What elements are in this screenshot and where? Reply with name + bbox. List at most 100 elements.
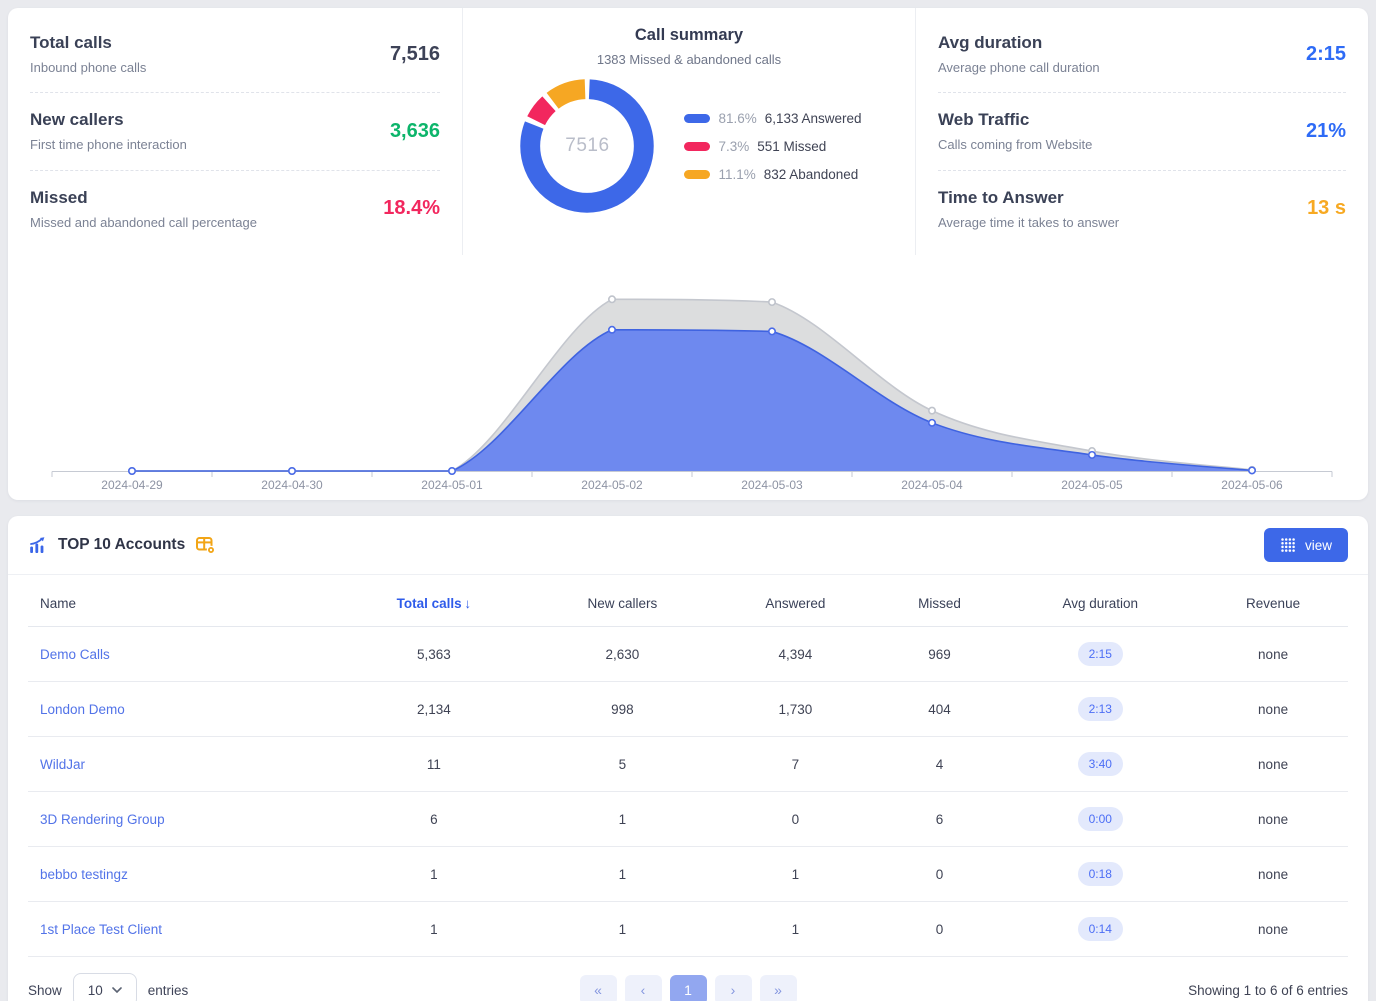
- stats-row: Total callsInbound phone calls7,516New c…: [8, 8, 1368, 255]
- call-summary-subtitle: 1383 Missed & abandoned calls: [463, 52, 915, 67]
- x-axis-label: 2024-05-05: [1061, 478, 1123, 492]
- cell-total-calls: 11: [337, 737, 530, 792]
- x-axis-label: 2024-05-04: [901, 478, 963, 492]
- cell-revenue: none: [1198, 792, 1348, 847]
- chevron-down-icon: [112, 987, 122, 993]
- stat-new-callers: New callersFirst time phone interaction3…: [30, 93, 440, 170]
- view-button[interactable]: view: [1264, 528, 1348, 562]
- page-size-control: Show 10 entries: [28, 973, 580, 1001]
- stat-web-traffic: Web TrafficCalls coming from Website21%: [938, 93, 1346, 170]
- stat-missed: MissedMissed and abandoned call percenta…: [30, 171, 440, 247]
- stat-title: Web Traffic: [938, 110, 1092, 130]
- column-header-revenue[interactable]: Revenue: [1198, 581, 1348, 627]
- donut-chart: 7516: [516, 75, 658, 217]
- cell-name: bebbo testingz: [28, 847, 337, 902]
- cell-avg-duration: 2:15: [1002, 627, 1198, 682]
- column-header-answered[interactable]: Answered: [714, 581, 877, 627]
- table-row: London Demo2,1349981,7304042:13none: [28, 682, 1348, 737]
- cell-total-calls: 5,363: [337, 627, 530, 682]
- cell-missed: 6: [877, 792, 1003, 847]
- data-point-answered-calls: [289, 468, 295, 474]
- account-link[interactable]: London Demo: [40, 702, 125, 717]
- grid-dot: [1285, 549, 1288, 552]
- x-axis-label: 2024-04-30: [261, 478, 323, 492]
- stat-subtitle: Average phone call duration: [938, 60, 1100, 75]
- cell-answered: 0: [714, 792, 877, 847]
- x-axis-label: 2024-05-03: [741, 478, 803, 492]
- account-link[interactable]: bebbo testingz: [40, 867, 128, 882]
- stat-value: 21%: [1306, 120, 1346, 143]
- stat-text: MissedMissed and abandoned call percenta…: [30, 188, 257, 230]
- donut-legend: 81.6%6,133 Answered7.3%551 Missed11.1%83…: [684, 98, 861, 195]
- account-link[interactable]: WildJar: [40, 757, 85, 772]
- table-row: 1st Place Test Client11100:14none: [28, 902, 1348, 957]
- stats-and-trend-card: Total callsInbound phone calls7,516New c…: [8, 8, 1368, 500]
- first-page-button[interactable]: «: [580, 975, 617, 1001]
- cell-avg-duration: 0:14: [1002, 902, 1198, 957]
- grid-dot: [1285, 538, 1288, 541]
- prev-page-button[interactable]: ‹: [625, 975, 662, 1001]
- cell-missed: 4: [877, 737, 1003, 792]
- call-summary-chart: 7516 81.6%6,133 Answered7.3%551 Missed11…: [463, 75, 915, 217]
- cell-total-calls: 1: [337, 847, 530, 902]
- column-header-new-callers[interactable]: New callers: [531, 581, 714, 627]
- column-header-missed[interactable]: Missed: [877, 581, 1003, 627]
- data-point-total-calls: [929, 407, 935, 413]
- grid-dot: [1281, 546, 1284, 549]
- legend-label: 6,133 Answered: [765, 111, 862, 126]
- cell-missed: 0: [877, 847, 1003, 902]
- account-link[interactable]: 1st Place Test Client: [40, 922, 162, 937]
- cell-name: Demo Calls: [28, 627, 337, 682]
- legend-label: 832 Abandoned: [764, 167, 859, 182]
- data-point-answered-calls: [929, 420, 935, 426]
- cell-answered: 1,730: [714, 682, 877, 737]
- cell-answered: 7: [714, 737, 877, 792]
- show-label: Show: [28, 983, 62, 998]
- sort-desc-icon: ↓: [462, 596, 471, 611]
- account-link[interactable]: 3D Rendering Group: [40, 812, 165, 827]
- grid-dot: [1285, 542, 1288, 545]
- cell-new-callers: 1: [531, 792, 714, 847]
- stat-text: Time to AnswerAverage time it takes to a…: [938, 188, 1119, 230]
- stat-value: 7,516: [390, 43, 440, 66]
- account-link[interactable]: Demo Calls: [40, 647, 110, 662]
- cell-new-callers: 1: [531, 847, 714, 902]
- cell-revenue: none: [1198, 847, 1348, 902]
- column-header-avg-duration[interactable]: Avg duration: [1002, 581, 1198, 627]
- last-page-button[interactable]: »: [760, 975, 797, 1001]
- data-point-answered-calls: [1249, 467, 1255, 473]
- x-axis-label: 2024-05-01: [421, 478, 483, 492]
- table-footer: Show 10 entries « ‹ 1 › » Showing 1 to 6 of …: [8, 957, 1368, 1001]
- grid-dot: [1292, 549, 1295, 552]
- stat-value: 18.4%: [383, 197, 440, 220]
- stats-column-left: Total callsInbound phone calls7,516New c…: [8, 8, 462, 255]
- table-settings-icon[interactable]: [195, 535, 216, 555]
- cell-avg-duration: 0:00: [1002, 792, 1198, 847]
- page-number-button[interactable]: 1: [670, 975, 707, 1001]
- table-row: 3D Rendering Group61060:00none: [28, 792, 1348, 847]
- grid-dot: [1281, 542, 1284, 545]
- next-page-button[interactable]: ›: [715, 975, 752, 1001]
- stat-subtitle: Missed and abandoned call percentage: [30, 215, 257, 230]
- legend-swatch-abandoned: [684, 170, 710, 179]
- table-header-row: NameTotal calls ↓New callersAnsweredMiss…: [28, 581, 1348, 627]
- showing-entries-text: Showing 1 to 6 of 6 entries: [797, 983, 1349, 998]
- legend-item-missed: 7.3% 551 Missed: [684, 139, 861, 154]
- cell-total-calls: 6: [337, 792, 530, 847]
- column-header-total-calls[interactable]: Total calls ↓: [337, 581, 530, 627]
- cell-missed: 404: [877, 682, 1003, 737]
- cell-name: 1st Place Test Client: [28, 902, 337, 957]
- entries-label: entries: [148, 983, 189, 998]
- legend-label: 551 Missed: [757, 139, 826, 154]
- x-axis-label: 2024-05-02: [581, 478, 643, 492]
- legend-swatch-answered: [684, 114, 710, 123]
- avg-duration-badge: 0:18: [1078, 862, 1123, 886]
- top-accounts-card: TOP 10 Accounts view NameTotal calls ↓Ne…: [8, 516, 1368, 1001]
- stat-title: New callers: [30, 110, 187, 130]
- page-size-select[interactable]: 10: [73, 973, 137, 1001]
- avg-duration-badge: 0:14: [1078, 917, 1123, 941]
- legend-percent: 7.3%: [718, 139, 749, 154]
- stat-value: 13 s: [1307, 197, 1346, 220]
- column-header-name[interactable]: Name: [28, 581, 337, 627]
- stat-subtitle: Average time it takes to answer: [938, 215, 1119, 230]
